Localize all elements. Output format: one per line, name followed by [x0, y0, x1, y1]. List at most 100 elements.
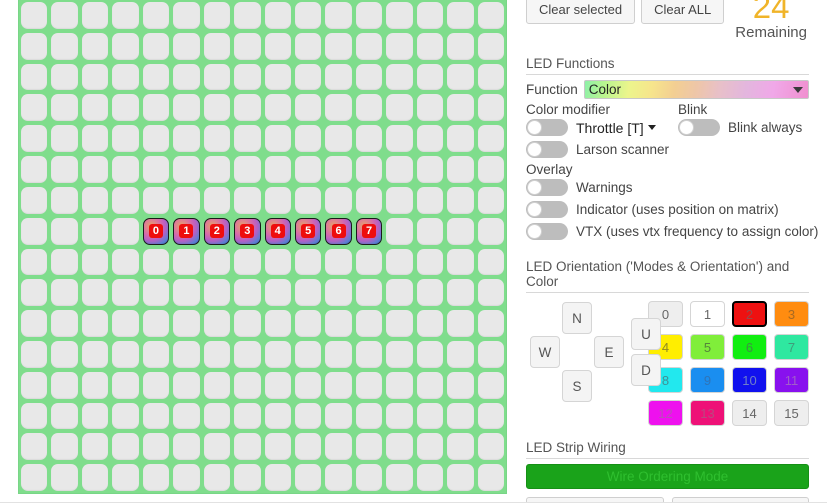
led-cell[interactable]: [232, 462, 262, 493]
led-cell[interactable]: [323, 247, 353, 278]
led-cell[interactable]: [263, 31, 293, 62]
led-cell[interactable]: [384, 401, 414, 432]
led-cell[interactable]: [49, 277, 79, 308]
color-swatch-10[interactable]: 10: [732, 367, 767, 393]
led-cell[interactable]: [415, 62, 445, 93]
led-cell[interactable]: [232, 0, 262, 31]
color-swatch-14[interactable]: 14: [732, 400, 767, 426]
led-cell-active[interactable]: 6: [323, 216, 353, 247]
led-cell[interactable]: [110, 0, 140, 31]
led-cell[interactable]: [232, 401, 262, 432]
led-cell[interactable]: [80, 462, 110, 493]
led-cell[interactable]: [445, 123, 475, 154]
led-cell[interactable]: [202, 92, 232, 123]
function-select[interactable]: Color: [583, 80, 809, 99]
led-cell[interactable]: [476, 370, 506, 401]
led-cell[interactable]: [354, 462, 384, 493]
led-cell[interactable]: [49, 62, 79, 93]
warnings-toggle[interactable]: [526, 179, 568, 196]
led-cell[interactable]: [323, 431, 353, 462]
led-cell[interactable]: [293, 462, 323, 493]
led-cell[interactable]: [171, 0, 201, 31]
led-cell[interactable]: [171, 277, 201, 308]
led-cell[interactable]: [323, 123, 353, 154]
led-cell[interactable]: [263, 401, 293, 432]
led-cell[interactable]: [445, 92, 475, 123]
led-cell[interactable]: [80, 308, 110, 339]
led-cell-active[interactable]: 4: [263, 216, 293, 247]
led-cell[interactable]: [476, 123, 506, 154]
led-cell[interactable]: [232, 31, 262, 62]
clear-all-button[interactable]: Clear ALL: [641, 0, 725, 24]
led-cell[interactable]: [445, 431, 475, 462]
led-cell[interactable]: [202, 401, 232, 432]
led-cell[interactable]: [476, 277, 506, 308]
led-cell[interactable]: [110, 216, 140, 247]
led-cell[interactable]: [476, 216, 506, 247]
led-cell[interactable]: [19, 247, 49, 278]
led-cell[interactable]: [293, 370, 323, 401]
led-cell[interactable]: [263, 277, 293, 308]
led-cell[interactable]: [49, 216, 79, 247]
led-cell[interactable]: [232, 247, 262, 278]
led-cell[interactable]: [232, 185, 262, 216]
led-cell[interactable]: [354, 92, 384, 123]
led-cell[interactable]: [354, 0, 384, 31]
led-cell[interactable]: [263, 339, 293, 370]
led-cell[interactable]: [202, 154, 232, 185]
led-cell[interactable]: [445, 31, 475, 62]
led-cell[interactable]: [202, 370, 232, 401]
led-cell[interactable]: [323, 308, 353, 339]
led-cell[interactable]: [263, 92, 293, 123]
led-cell[interactable]: [141, 370, 171, 401]
led-cell[interactable]: [171, 92, 201, 123]
led-cell[interactable]: [232, 92, 262, 123]
led-cell[interactable]: [19, 31, 49, 62]
color-modifier-select[interactable]: Throttle [T]: [576, 120, 656, 136]
led-cell[interactable]: [263, 247, 293, 278]
led-cell[interactable]: [49, 431, 79, 462]
led-cell[interactable]: [202, 462, 232, 493]
led-cell[interactable]: [80, 247, 110, 278]
led-cell-active[interactable]: 0: [141, 216, 171, 247]
led-cell[interactable]: [80, 62, 110, 93]
led-cell[interactable]: [293, 92, 323, 123]
led-cell[interactable]: [293, 31, 323, 62]
led-cell[interactable]: [232, 370, 262, 401]
led-cell[interactable]: [171, 370, 201, 401]
clear-all-wiring-button[interactable]: Clear ALL Wiring: [671, 497, 809, 503]
color-swatch-7[interactable]: 7: [774, 334, 809, 360]
led-cell[interactable]: [141, 92, 171, 123]
led-cell[interactable]: [110, 62, 140, 93]
led-cell[interactable]: [384, 370, 414, 401]
led-cell[interactable]: [354, 401, 384, 432]
led-cell[interactable]: [141, 31, 171, 62]
led-cell[interactable]: [293, 431, 323, 462]
led-cell[interactable]: [476, 431, 506, 462]
led-cell[interactable]: [415, 92, 445, 123]
led-cell[interactable]: [49, 401, 79, 432]
led-cell[interactable]: [141, 462, 171, 493]
led-cell[interactable]: [202, 339, 232, 370]
led-cell[interactable]: [476, 308, 506, 339]
color-swatch-3[interactable]: 3: [774, 301, 809, 327]
led-cell[interactable]: [49, 370, 79, 401]
led-cell[interactable]: [80, 216, 110, 247]
led-cell[interactable]: [49, 185, 79, 216]
led-cell[interactable]: [415, 216, 445, 247]
led-cell[interactable]: [80, 185, 110, 216]
led-cell[interactable]: [323, 62, 353, 93]
led-cell[interactable]: [110, 185, 140, 216]
led-cell[interactable]: [110, 31, 140, 62]
led-cell[interactable]: [202, 0, 232, 31]
blink-always-toggle[interactable]: [678, 119, 720, 136]
led-cell[interactable]: [80, 123, 110, 154]
led-cell[interactable]: [476, 62, 506, 93]
led-cell[interactable]: [171, 31, 201, 62]
led-cell[interactable]: [415, 401, 445, 432]
led-cell[interactable]: [354, 154, 384, 185]
led-cell[interactable]: [141, 154, 171, 185]
led-cell[interactable]: [445, 277, 475, 308]
led-cell[interactable]: [415, 370, 445, 401]
led-cell[interactable]: [323, 31, 353, 62]
